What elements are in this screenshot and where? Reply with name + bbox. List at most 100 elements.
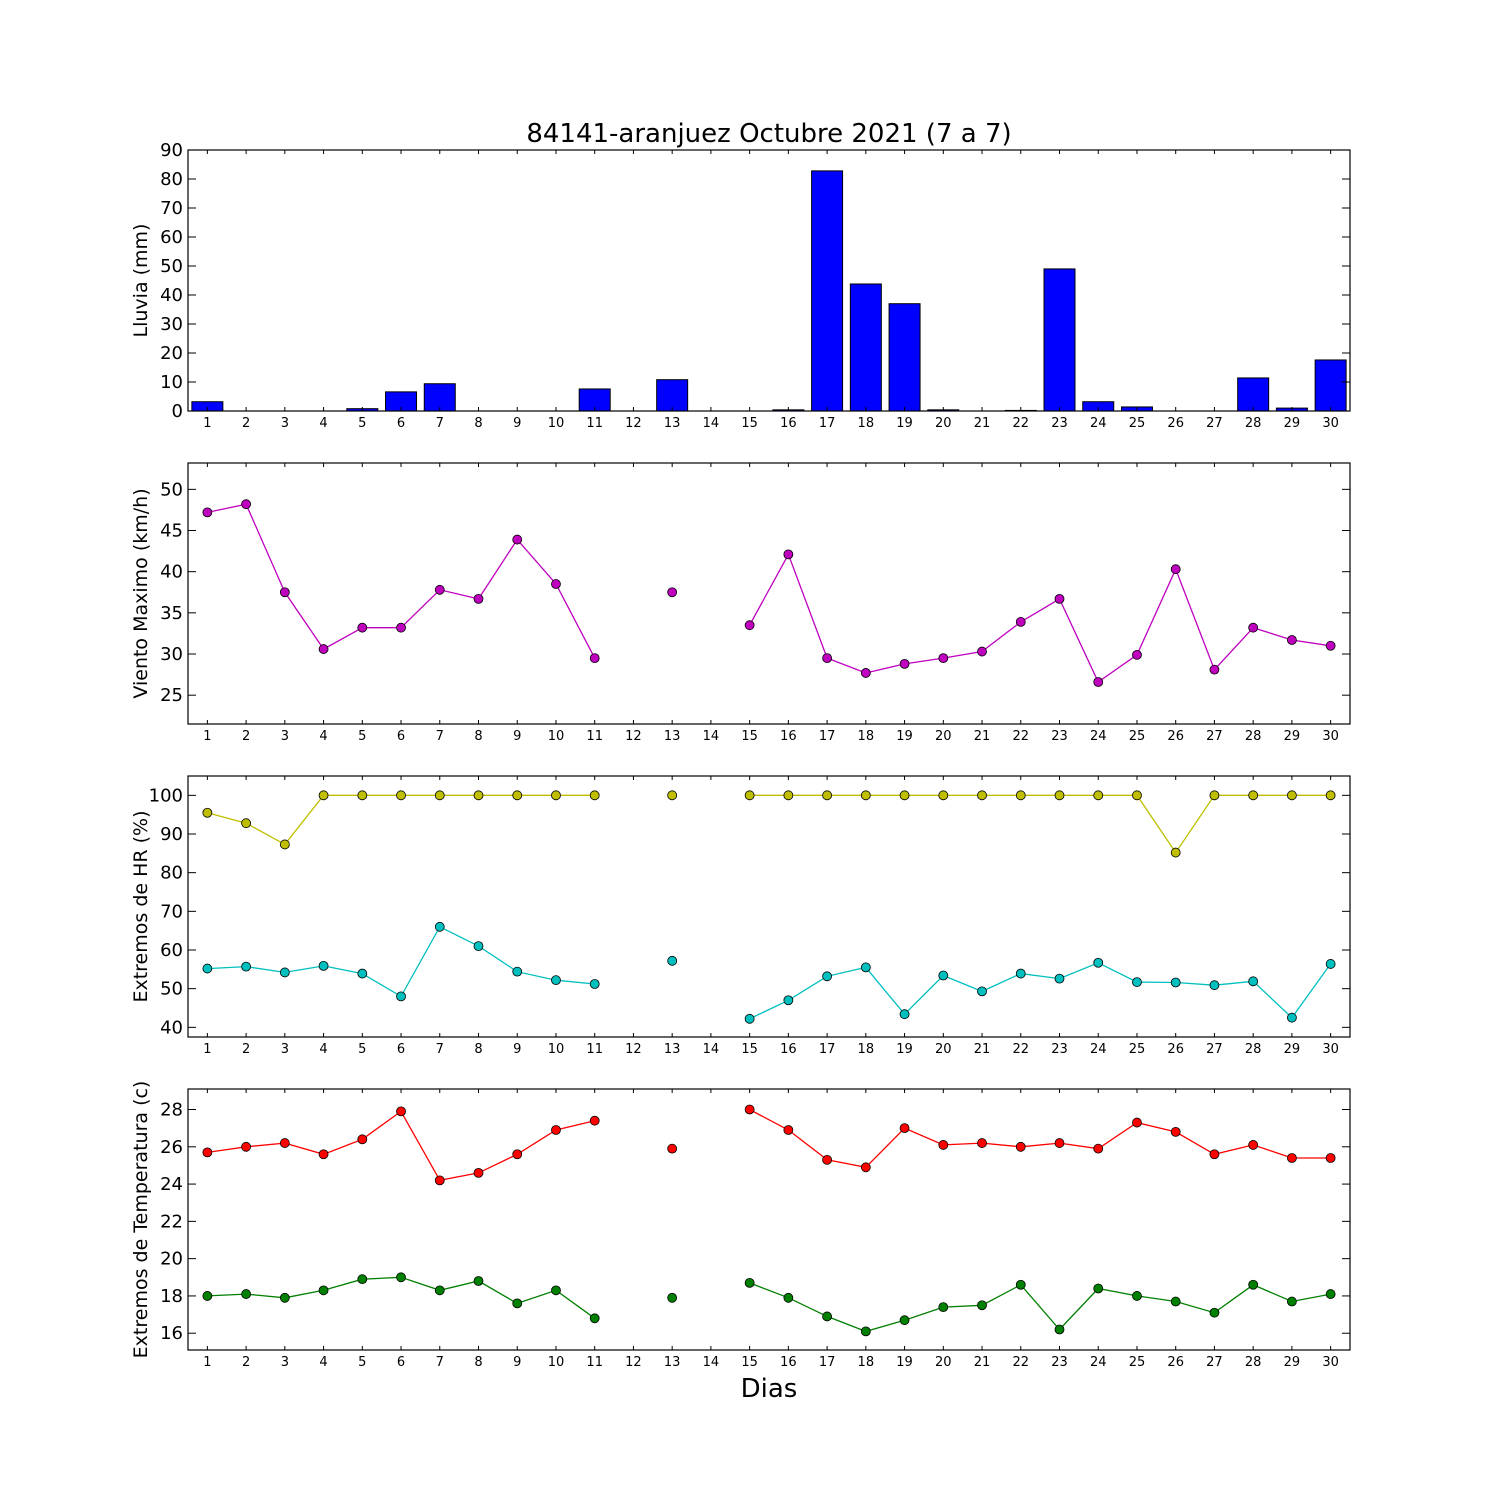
series-1-point-day-27 (1209, 664, 1220, 675)
x-tick-label: 6 (397, 1042, 405, 1057)
series-1-point-day-13 (667, 587, 678, 598)
series-2-point-day-8 (473, 941, 484, 952)
series-1-point-day-5 (357, 790, 368, 801)
x-tick-label: 14 (703, 729, 720, 744)
series-2-point-day-15 (744, 1013, 755, 1024)
panel-temperatura: 1 2 3 4 5 6 7 8 9 10 11 12 13 14 15 16 17 18 19 20 21 22 23 24 2… (130, 1081, 1351, 1370)
x-tick-label: 27 (1206, 729, 1223, 744)
series-2-point-day-13 (667, 1292, 678, 1303)
y-axis-label: Extremos de Temperatura (c) (130, 1081, 152, 1359)
x-tick-label: 17 (819, 1355, 836, 1370)
y-tick-label: 70 (160, 901, 183, 922)
x-tick-label: 11 (586, 416, 603, 431)
x-tick-label: 24 (1090, 729, 1107, 744)
x-tick-label: 7 (436, 1355, 444, 1370)
x-tick-label: 15 (741, 729, 758, 744)
series-2-point-day-28 (1248, 1279, 1259, 1290)
series-1-point-day-1 (202, 1147, 213, 1158)
x-tick-label: 25 (1129, 1355, 1146, 1370)
x-tick-label: 21 (974, 1355, 991, 1370)
x-tick-label: 13 (664, 729, 681, 744)
series-1-point-day-19 (899, 1123, 910, 1134)
series-1-point-day-27 (1209, 790, 1220, 801)
x-tick-label: 28 (1245, 416, 1262, 431)
x-tick-label: 8 (474, 416, 482, 431)
series-1-point-day-23 (1054, 790, 1065, 801)
x-tick-label: 16 (780, 1042, 797, 1057)
series-1-point-day-29 (1287, 1153, 1297, 1163)
x-tick-label: 1 (203, 1042, 211, 1057)
y-tick-label: 30 (160, 644, 183, 665)
x-tick-label: 20 (935, 416, 952, 431)
series-1-point-day-2 (241, 499, 252, 510)
series-2-point-day-2 (241, 1289, 252, 1299)
series-1-point-day-24 (1093, 1143, 1104, 1154)
panels: 1 2 3 4 5 6 7 8 9 10 11 12 13 14 15 16 17 18 19 20 21 22 23 24 2… (130, 140, 1351, 1370)
series-2-point-day-21 (977, 1300, 987, 1311)
series-1-point-day-30 (1325, 640, 1336, 651)
y-tick-label: 30 (160, 314, 183, 335)
x-tick-label: 29 (1284, 416, 1301, 431)
series-1-point-day-20 (938, 790, 949, 801)
y-tick-label: 10 (160, 372, 183, 393)
x-tick-label: 23 (1051, 1355, 1068, 1370)
series-1-point-day-6 (396, 790, 406, 801)
series-2-point-day-15 (744, 1277, 755, 1288)
series-1-point-day-15 (744, 790, 755, 801)
series-1-point-day-23 (1054, 593, 1065, 604)
y-axis-label: Lluvia (mm) (130, 224, 152, 338)
series-1-point-day-23 (1054, 1138, 1065, 1148)
series-2-point-day-23 (1054, 973, 1065, 984)
x-tick-label: 9 (513, 729, 521, 744)
series-2-point-day-5 (357, 968, 368, 979)
x-tick-label: 28 (1245, 729, 1262, 744)
series-1-point-day-8 (473, 593, 484, 604)
x-tick-label: 24 (1090, 1355, 1107, 1370)
x-tick-label: 21 (974, 729, 991, 744)
x-tick-label: 10 (548, 1042, 565, 1057)
x-tick-label: 24 (1090, 416, 1107, 431)
series-1-point-day-9 (512, 534, 523, 545)
x-tick-label: 23 (1051, 1042, 1068, 1057)
series-1-point-day-26 (1170, 847, 1181, 858)
x-tick-label: 26 (1167, 729, 1184, 744)
series-1-point-day-11 (589, 1115, 600, 1126)
series-1-point-day-26 (1170, 564, 1181, 575)
series-1-line-3 (749, 794, 1331, 854)
series-1-point-day-17 (822, 653, 832, 664)
x-tick-label: 8 (474, 1355, 482, 1370)
x-tick-label: 26 (1167, 1042, 1184, 1057)
panel-lluvia: 1 2 3 4 5 6 7 8 9 10 11 12 13 14 15 16 17 18 19 20 21 22 23 24 2… (130, 140, 1351, 431)
series-1-point-day-17 (822, 1154, 832, 1165)
series-1-point-day-7 (434, 584, 445, 595)
x-tick-label: 23 (1051, 729, 1068, 744)
x-tick-label: 18 (858, 1355, 875, 1370)
series-2-point-day-30 (1325, 959, 1336, 969)
series-1-point-day-4 (318, 790, 329, 801)
series-2-point-day-7 (434, 921, 445, 932)
x-tick-label: 12 (625, 729, 642, 744)
series-1-point-day-2 (241, 818, 252, 829)
x-tick-label: 2 (242, 1042, 250, 1057)
series-1-point-day-9 (512, 790, 523, 801)
x-tick-label: 5 (358, 1355, 366, 1370)
x-tick-label: 4 (319, 1042, 327, 1057)
series-1-point-day-17 (822, 790, 832, 801)
series-2-point-day-4 (318, 960, 329, 971)
x-tick-label: 13 (664, 1042, 681, 1057)
series-2-point-day-27 (1209, 980, 1220, 991)
series-1-point-day-28 (1248, 1140, 1259, 1150)
series-1-point-day-30 (1325, 1153, 1336, 1163)
series-2-point-day-29 (1287, 1012, 1297, 1023)
x-tick-label: 22 (1012, 1355, 1029, 1370)
x-tick-label: 12 (625, 1042, 642, 1057)
x-tick-label: 17 (819, 1042, 836, 1057)
plot-area (188, 150, 1350, 411)
x-tick-label: 5 (358, 1042, 366, 1057)
x-tick-label: 9 (513, 416, 521, 431)
series-1-point-day-4 (318, 1149, 329, 1160)
bar-day-30 (1314, 359, 1347, 412)
x-tick-label: 29 (1284, 1355, 1301, 1370)
series-2-point-day-7 (434, 1285, 445, 1296)
x-tick-label: 28 (1245, 1355, 1262, 1370)
